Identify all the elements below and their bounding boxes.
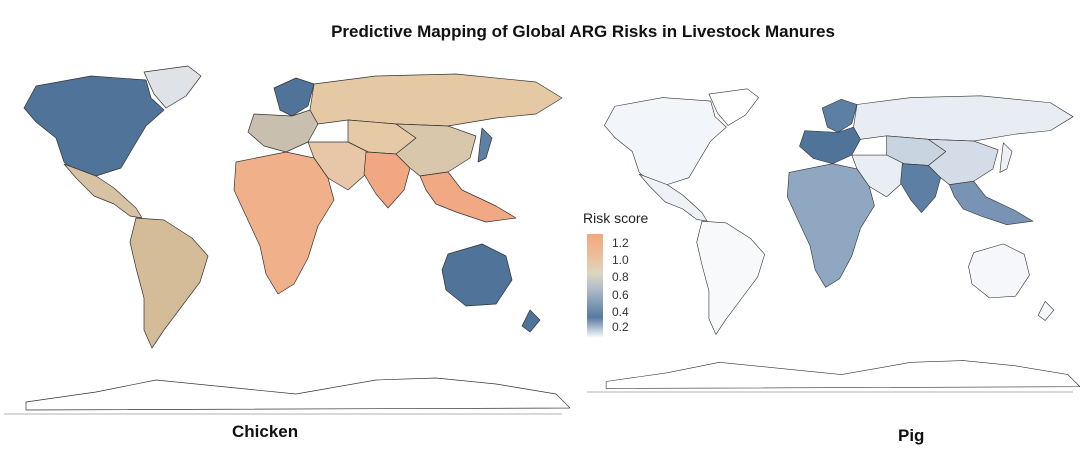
legend-tick: 0.8 [603, 270, 629, 284]
chicken-map [0, 58, 570, 428]
russia [853, 95, 1074, 142]
south-america [129, 217, 209, 349]
new-zealand [521, 309, 541, 333]
legend-tick: 1.2 [603, 236, 629, 250]
legend-tick: 0.2 [603, 320, 629, 334]
europe-central [799, 126, 861, 165]
europe-north [273, 77, 315, 117]
antarctica [605, 360, 1080, 389]
africa [233, 151, 335, 295]
north-america [23, 75, 165, 177]
pig-map [580, 58, 1080, 428]
southeast-asia [419, 171, 517, 223]
legend-tick: 1.0 [603, 253, 629, 267]
australia [441, 243, 513, 307]
greenland [708, 88, 759, 126]
north-america [604, 97, 727, 185]
europe-central [247, 109, 319, 153]
pig-panel-label: Pig [898, 426, 925, 445]
mexico-central-america [63, 163, 143, 219]
legend-tick: 0.4 [603, 305, 629, 319]
new-zealand [1037, 301, 1055, 321]
map-title: Predictive Mapping of Global ARG Risks i… [331, 22, 835, 41]
japan [477, 127, 493, 163]
south-america [696, 220, 765, 335]
southeast-asia [949, 180, 1034, 226]
legend-title: Risk score [583, 210, 649, 226]
europe-north [821, 98, 858, 133]
legend-tick: 0.6 [603, 288, 629, 302]
legend-color-bar [587, 234, 603, 338]
russia [309, 73, 563, 127]
antarctica [25, 377, 570, 411]
risk-legend: Risk score 1.2 1.0 0.8 0.6 0.4 0.2 [583, 210, 673, 340]
australia [968, 243, 1030, 299]
africa [787, 163, 875, 288]
chicken-panel-label: Chicken [232, 422, 299, 441]
greenland [143, 65, 202, 109]
mexico-central-america [638, 173, 708, 222]
japan [999, 142, 1013, 173]
